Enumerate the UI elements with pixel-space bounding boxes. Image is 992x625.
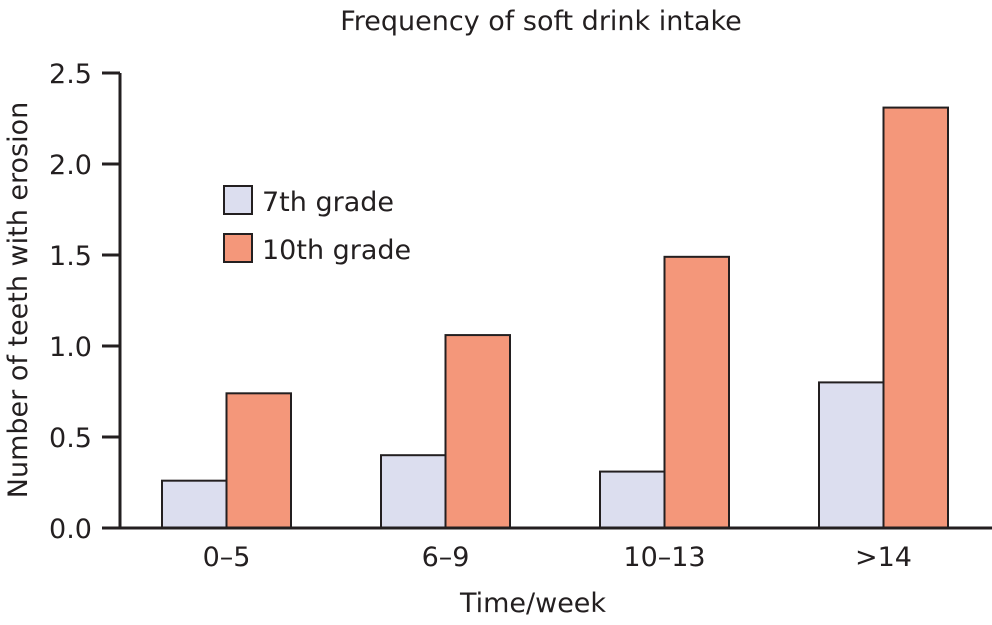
bar-7th-grade-2	[599, 470, 666, 529]
bar-10th-grade-1	[444, 334, 511, 529]
y-tick-label: 2.0	[49, 150, 92, 181]
y-tick-label: 1.5	[49, 241, 92, 272]
x-tick-label: 10–13	[623, 542, 705, 573]
bar-10th-grade-3	[882, 106, 949, 530]
x-tick-label: 0–5	[203, 542, 251, 573]
legend-label: 7th grade	[262, 187, 394, 218]
chart-title: Frequency of soft drink intake	[340, 6, 742, 37]
y-tick-label: 0.0	[49, 514, 92, 545]
legend-swatch	[223, 185, 253, 215]
bar-7th-grade-1	[380, 454, 447, 530]
bar-10th-grade-2	[663, 255, 730, 529]
x-tick-label: >14	[855, 542, 912, 573]
bar-7th-grade-0	[161, 479, 228, 529]
bar-7th-grade-3	[818, 381, 885, 529]
legend-swatch	[223, 233, 253, 263]
y-tick-label: 2.5	[49, 59, 92, 90]
x-tick-label: 6–9	[422, 542, 470, 573]
y-tick-label: 1.0	[49, 332, 92, 363]
legend-label: 10th grade	[262, 235, 411, 266]
y-tick-label: 0.5	[49, 423, 92, 454]
y-axis-label: Number of teeth with erosion	[3, 102, 34, 498]
bar-10th-grade-0	[225, 392, 292, 529]
x-axis-label: Time/week	[459, 588, 606, 619]
